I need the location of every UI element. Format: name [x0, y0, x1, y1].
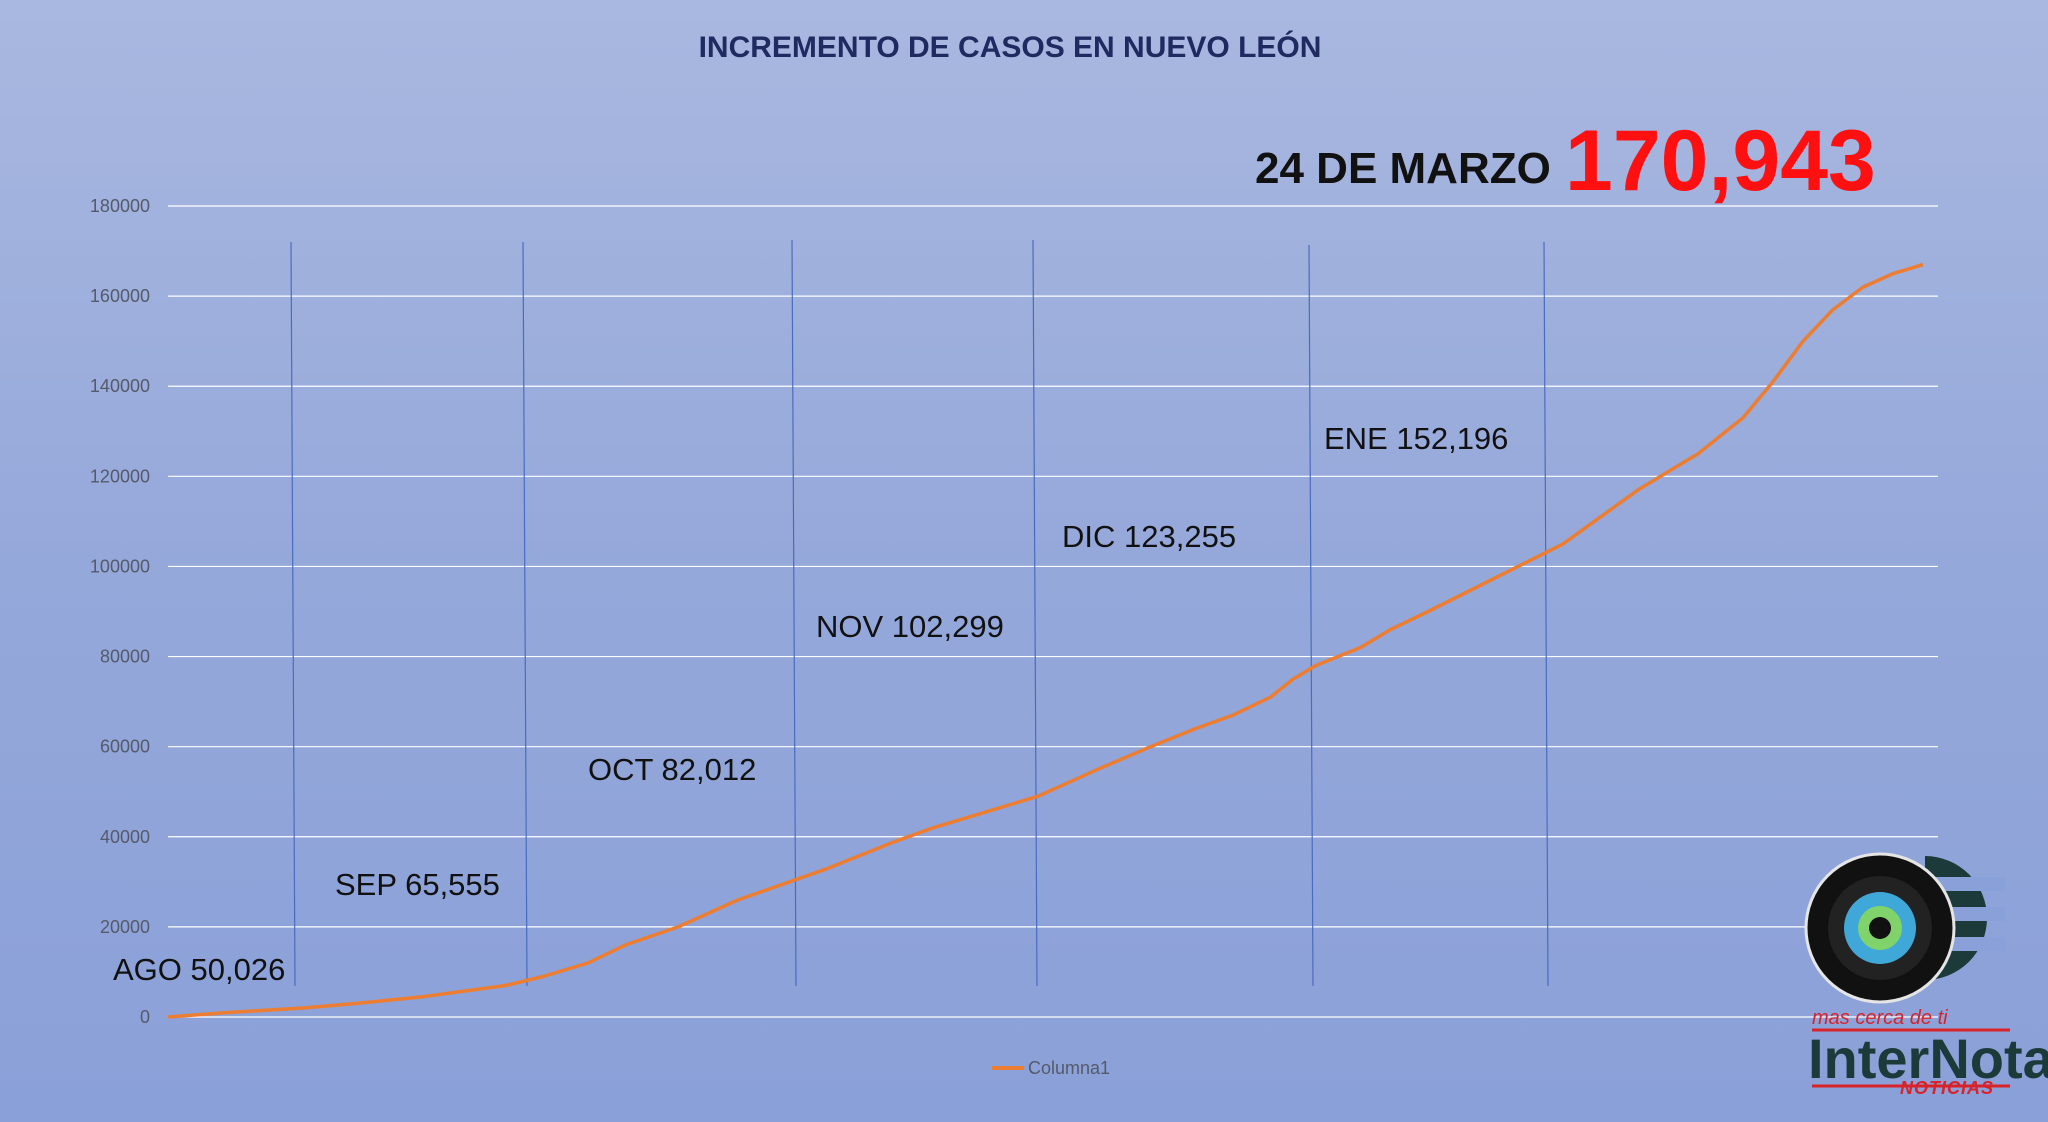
y-tick-label: 140000: [90, 376, 150, 396]
y-tick-label: 160000: [90, 286, 150, 306]
legend: Columna1: [992, 1058, 1110, 1078]
month-divider: [290, 241, 296, 987]
chart-title: INCREMENTO DE CASOS EN NUEVO LEÓN: [699, 30, 1322, 64]
legend-label: Columna1: [1028, 1058, 1110, 1078]
y-tick-label: 180000: [90, 196, 150, 216]
annotation-dic: DIC 123,255: [1062, 519, 1236, 554]
logo-sub: NOTICIAS: [1900, 1078, 1994, 1098]
annotation-oct: OCT 82,012: [588, 752, 756, 787]
y-axis-ticks: 0 20000 40000 60000 80000 100000 120000 140000 1…: [90, 196, 150, 1027]
y-tick-label: 120000: [90, 466, 150, 486]
highlight-value: 170,943: [1565, 113, 1876, 209]
logo-name: InterNota: [1808, 1027, 2048, 1090]
y-tick-label: 60000: [100, 737, 150, 757]
y-tick-label: 100000: [90, 556, 150, 576]
month-divider: [1543, 241, 1549, 987]
annotation-ene: ENE 152,196: [1324, 421, 1508, 456]
series-line-columna1: [167, 262, 1924, 1019]
month-divider: [1032, 239, 1038, 987]
gridlines: [168, 205, 1938, 1018]
logo-tagline: mas cerca de ti: [1812, 1007, 1948, 1029]
y-tick-label: 20000: [100, 917, 150, 937]
y-tick-label: 80000: [100, 647, 150, 667]
series-group: [167, 262, 1924, 1019]
month-divider: [791, 239, 797, 987]
month-dividers: [290, 239, 1549, 987]
internota-logo: mas cerca de ti InterNota NOTICIAS: [1804, 852, 2048, 1098]
month-divider: [522, 241, 528, 987]
month-divider: [1308, 244, 1314, 987]
y-tick-label: 40000: [100, 827, 150, 847]
annotation-ago: AGO 50,026: [113, 952, 285, 987]
annotation-nov: NOV 102,299: [816, 609, 1004, 644]
annotation-sep: SEP 65,555: [335, 867, 500, 902]
highlight-date: 24 DE MARZO: [1255, 144, 1551, 193]
y-tick-label: 0: [140, 1007, 150, 1027]
